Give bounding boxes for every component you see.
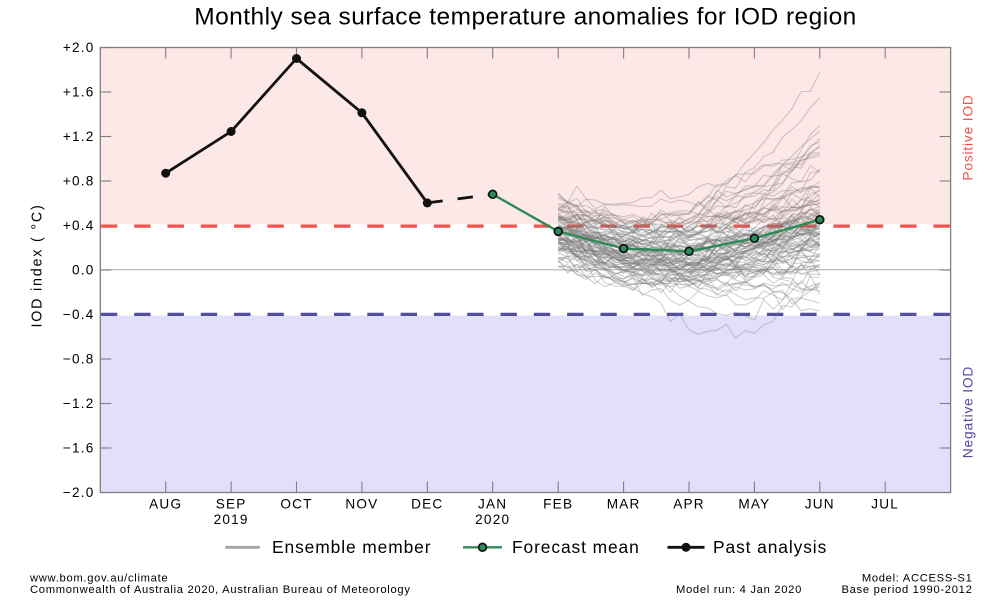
svg-text:+0.8: +0.8 [63,174,95,189]
svg-text:JUN: JUN [805,497,835,512]
svg-text:SEP: SEP [216,497,247,512]
svg-text:DEC: DEC [411,497,443,512]
svg-text:MAR: MAR [607,497,641,512]
svg-text:0.0: 0.0 [72,263,95,278]
svg-text:−0.4: −0.4 [63,307,95,322]
svg-text:−1.2: −1.2 [63,396,95,411]
svg-text:Model run: 4 Jan 2020: Model run: 4 Jan 2020 [676,584,802,596]
svg-text:Base period 1990-2012: Base period 1990-2012 [841,584,972,596]
svg-text:www.bom.gov.au/climate: www.bom.gov.au/climate [29,572,168,584]
svg-text:FEB: FEB [543,497,573,512]
svg-text:NOV: NOV [345,497,378,512]
svg-text:OCT: OCT [280,497,312,512]
svg-text:Commonwealth of Australia 2020: Commonwealth of Australia 2020, Australi… [30,584,411,596]
svg-text:Ensemble member: Ensemble member [272,537,431,557]
svg-text:+2.0: +2.0 [63,40,95,55]
svg-text:−2.0: −2.0 [63,485,95,500]
svg-text:+0.4: +0.4 [63,218,95,233]
svg-text:APR: APR [673,497,705,512]
svg-text:MAY: MAY [738,497,770,512]
svg-text:−0.8: −0.8 [63,352,95,367]
svg-text:IOD index ( °C): IOD index ( °C) [30,203,46,327]
svg-text:2019: 2019 [214,512,249,527]
svg-text:Forecast mean: Forecast mean [512,537,640,557]
svg-text:−1.6: −1.6 [63,441,95,456]
svg-text:+1.2: +1.2 [63,129,95,144]
svg-text:Positive IOD: Positive IOD [961,94,976,180]
svg-text:JUL: JUL [871,497,899,512]
svg-text:Monthly sea surface temperatur: Monthly sea surface temperature anomalie… [194,4,857,31]
svg-text:JAN: JAN [478,497,507,512]
svg-text:Past analysis: Past analysis [713,537,827,557]
svg-text:2020: 2020 [475,512,510,527]
svg-text:Model: ACCESS-S1: Model: ACCESS-S1 [862,572,973,584]
svg-text:AUG: AUG [149,497,182,512]
svg-text:+1.6: +1.6 [63,85,95,100]
svg-text:Negative IOD: Negative IOD [961,366,976,458]
